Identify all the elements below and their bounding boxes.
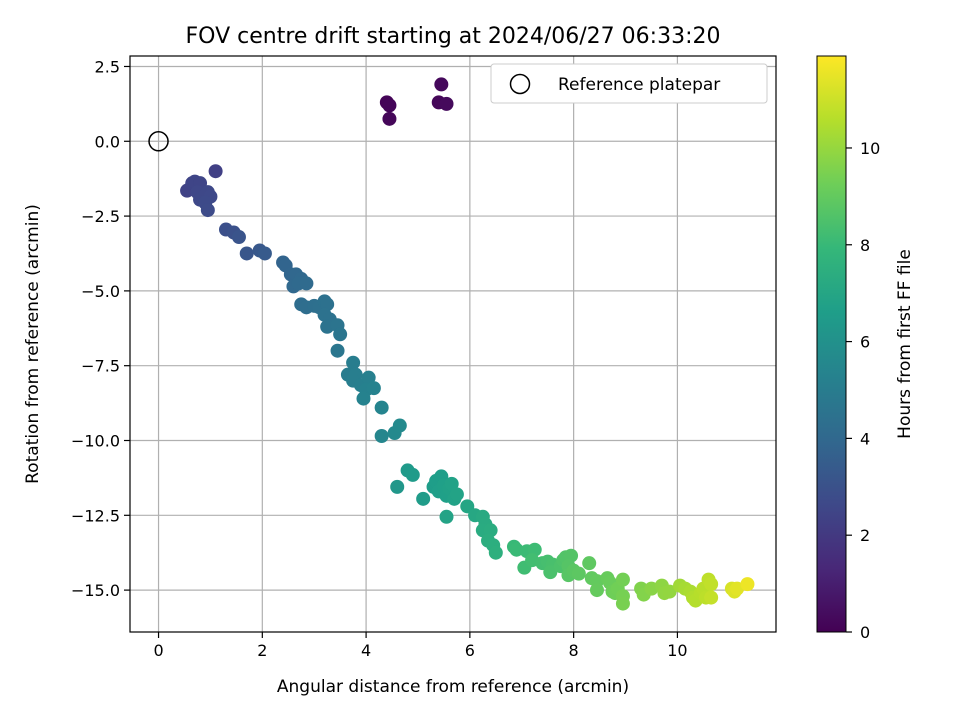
colorbar-tick-label: 2 [860,526,870,545]
data-point [208,164,223,179]
data-point [320,319,335,334]
colorbar [816,55,847,633]
data-point [589,583,604,598]
data-point [299,276,314,291]
data-point [449,487,464,502]
y-tick-label: −5.0 [81,282,120,301]
data-point [444,476,459,491]
colorbar-tick-label: 4 [860,429,870,448]
data-point [509,542,524,557]
data-point [740,577,755,592]
data-point [704,577,719,592]
x-axis-ticks: 0 2 4 6 8 10 [153,632,688,660]
y-tick-label: −12.5 [71,506,120,525]
data-point [346,355,361,370]
data-point [390,479,405,494]
data-point [571,566,586,581]
data-point [488,545,503,560]
colorbar-ticks: 0 2 4 6 8 10 [846,139,880,642]
data-point [392,418,407,433]
x-tick-label: 8 [569,641,579,660]
data-point [374,429,389,444]
data-point [564,548,579,563]
y-tick-label: −7.5 [81,357,120,376]
data-point [527,542,542,557]
x-tick-label: 0 [153,641,163,660]
data-point [439,509,454,524]
legend: Reference platepar [490,63,768,104]
data-point [333,327,348,342]
data-point [382,111,397,126]
reference-platepar-marker [148,131,169,152]
data-point [257,246,272,261]
plot-frame [129,55,777,633]
y-tick-label: 0.0 [95,132,120,151]
x-tick-label: 2 [257,641,267,660]
y-axis-label: Rotation from reference (arcmin) [23,204,43,484]
chart-title: FOV centre drift starting at 2024/06/27 … [186,24,721,49]
legend-box [490,63,768,104]
x-tick-label: 10 [667,641,687,660]
data-points [180,77,755,611]
data-point [200,203,215,218]
data-point [382,98,397,113]
data-point [320,297,335,312]
data-point [439,96,454,111]
data-point [615,596,630,611]
y-axis-ticks: 2.5 0.0 −2.5 −5.0 −7.5 −10.0 −12.5 −15.0 [71,57,130,600]
x-tick-label: 6 [465,641,475,660]
legend-open-circle-icon [509,73,531,95]
data-point [361,370,376,385]
data-point [330,343,345,358]
data-point [416,491,431,506]
data-point [704,590,719,605]
data-point [374,400,389,415]
legend-label: Reference platepar [558,75,720,95]
y-tick-label: −10.0 [71,431,120,450]
grid-lines [130,56,776,632]
data-point [615,572,630,587]
y-tick-label: −2.5 [81,207,120,226]
colorbar-label: Hours from first FF file [895,249,915,439]
data-point [239,246,254,261]
data-point [356,391,371,406]
data-point [582,556,597,571]
colorbar-tick-label: 10 [860,139,880,158]
y-tick-label: −15.0 [71,581,120,600]
x-tick-label: 4 [361,641,371,660]
data-point [483,523,498,538]
data-point [366,381,381,396]
x-axis-label: Angular distance from reference (arcmin) [277,677,629,697]
colorbar-tick-label: 6 [860,333,870,352]
data-point [434,77,449,92]
y-tick-label: 2.5 [95,57,120,76]
data-point [231,230,246,245]
data-point [543,565,558,580]
data-point [662,584,677,599]
colorbar-tick-label: 0 [860,623,870,642]
data-point [405,467,420,482]
colorbar-tick-label: 8 [860,236,870,255]
